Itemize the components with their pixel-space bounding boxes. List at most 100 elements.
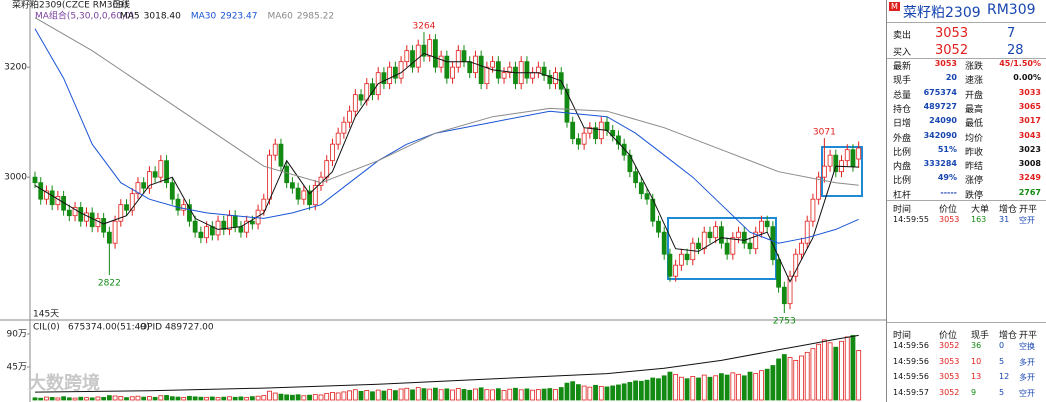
stat-label: 涨跌	[965, 62, 984, 72]
candle-body	[381, 72, 387, 85]
volume-bar	[764, 368, 770, 401]
volume-bar	[101, 396, 107, 401]
volume-bar	[364, 390, 370, 401]
table-cell: 14:59:55	[893, 215, 929, 224]
volume-bar	[204, 396, 210, 401]
volume-bar	[398, 388, 404, 401]
candle-body	[221, 220, 227, 230]
y-tick-label: 45万	[7, 363, 27, 373]
candle-body	[78, 207, 84, 222]
candle-body	[799, 242, 804, 255]
volume-bar	[112, 395, 118, 401]
candle-body	[524, 61, 530, 79]
candle-body	[467, 61, 473, 74]
volume-bar	[759, 370, 764, 401]
candle-body	[324, 160, 330, 178]
candle-body	[330, 143, 335, 162]
candle-body	[227, 215, 232, 230]
candle-body	[432, 39, 438, 68]
candle-body	[444, 55, 450, 79]
candle-body	[118, 204, 124, 222]
candle-body	[484, 66, 490, 85]
volume-bar	[135, 395, 141, 401]
candle-body	[44, 190, 49, 200]
candle-body	[678, 253, 684, 266]
volume-bar	[461, 389, 467, 401]
candle-body	[204, 226, 210, 239]
candle-body	[707, 231, 713, 239]
volume-bar	[49, 397, 55, 401]
candle-body	[781, 286, 787, 305]
table-header: 大单	[971, 205, 990, 215]
candle-body	[581, 132, 587, 145]
legend-name: MA60	[267, 12, 293, 22]
candle-body	[507, 66, 513, 74]
volume-bar	[141, 396, 147, 401]
candle-body	[32, 176, 38, 184]
stat-label: 均价	[965, 133, 984, 144]
candle-body	[661, 231, 667, 255]
stat-value: 3008	[1018, 159, 1041, 169]
volume-bar	[66, 397, 72, 401]
candle-body	[38, 182, 44, 200]
candle-body	[776, 259, 781, 288]
candle-body	[398, 61, 404, 79]
table-header: 价位	[939, 205, 958, 215]
volume-bar	[164, 395, 169, 401]
volume-bar	[558, 387, 564, 401]
candle-body	[719, 226, 724, 244]
volume-bar	[736, 373, 741, 401]
y-tick-label: 3000	[4, 173, 27, 183]
volume-bar	[610, 385, 616, 401]
candle-body	[656, 220, 661, 233]
volume-bar	[152, 396, 158, 401]
candle-body	[644, 193, 650, 200]
chart-title: 菜籽粕2309(CZCE RM309)	[12, 0, 127, 11]
candle-body	[816, 176, 822, 200]
table-cell: 14:59:57	[893, 387, 929, 397]
stat-label: 涨停	[965, 176, 984, 187]
volume-bar	[604, 386, 610, 401]
candle-body	[638, 182, 644, 195]
candle-body	[307, 190, 312, 206]
book-price: 3052	[935, 43, 969, 58]
table-cell: 14:59:56	[893, 372, 929, 381]
volume-bar	[432, 387, 438, 401]
volume-bar	[793, 359, 799, 401]
volume-bar	[72, 397, 78, 401]
period: 日线	[112, 0, 130, 11]
candle-body	[84, 212, 89, 222]
candle-body	[312, 185, 318, 206]
candle-body	[146, 171, 152, 189]
table-cell: 10	[971, 356, 982, 366]
volume-bar	[678, 376, 684, 401]
volume-bar	[438, 389, 444, 401]
volume-bar	[587, 386, 593, 401]
candle-body	[541, 66, 547, 76]
candle-body	[598, 121, 604, 140]
price-annotation: 3264	[413, 21, 436, 31]
volume-bar	[667, 371, 673, 401]
candle-body	[49, 190, 55, 206]
table-cell: 36	[971, 341, 982, 350]
stat-label: 杠杆	[893, 190, 912, 201]
candle-body	[101, 218, 107, 233]
candle-body	[66, 209, 72, 217]
volume-bar	[118, 396, 124, 401]
table-header: 开平	[1019, 205, 1038, 215]
candle-body	[833, 154, 839, 173]
stat-label: 最低	[965, 119, 984, 130]
stat-label: 开盘	[965, 90, 984, 101]
volume-bar	[638, 380, 644, 401]
candle-body	[95, 218, 101, 228]
candle-body	[261, 198, 267, 211]
candle-body	[387, 66, 393, 85]
stat-value: 675374	[923, 87, 957, 97]
candle-body	[175, 198, 181, 211]
stat-value: 3053	[934, 59, 957, 68]
volume-bar	[770, 365, 776, 401]
candle-body	[124, 204, 129, 211]
candle-body	[415, 44, 421, 68]
stat-label: 速涨	[965, 76, 984, 87]
